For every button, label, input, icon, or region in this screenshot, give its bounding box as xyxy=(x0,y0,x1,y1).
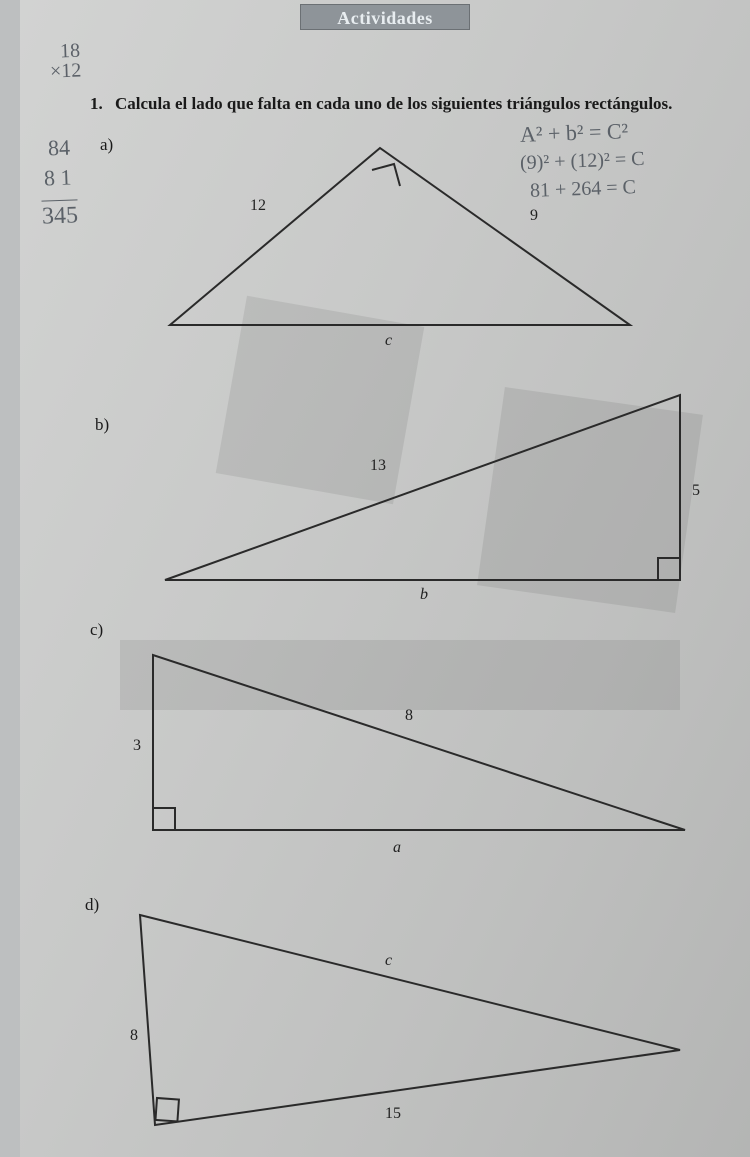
side-label: 8 xyxy=(405,707,413,724)
side-label: 15 xyxy=(385,1105,401,1122)
instruction-text: Calcula el lado que falta en cada uno de… xyxy=(115,94,672,113)
side-label: 9 xyxy=(530,207,538,224)
triangle-a: 12 9 c xyxy=(150,130,650,350)
triangle-c: 3 8 a xyxy=(125,640,705,860)
handwriting: 345 xyxy=(41,199,78,230)
side-label: 5 xyxy=(692,482,700,499)
side-label: 12 xyxy=(250,197,266,214)
item-label-c: c) xyxy=(90,620,103,640)
instruction: 1. Calcula el lado que falta en cada uno… xyxy=(90,94,750,114)
item-label-a: a) xyxy=(100,135,113,155)
handwriting: 84 xyxy=(48,135,71,162)
item-label-b: b) xyxy=(95,415,109,435)
side-label-unknown: b xyxy=(420,586,428,600)
side-label: 3 xyxy=(133,737,141,754)
instruction-number: 1. xyxy=(90,94,103,113)
side-label-unknown: a xyxy=(393,839,401,856)
triangle-b: 13 5 b xyxy=(150,375,710,600)
side-label-unknown: c xyxy=(385,332,392,349)
side-label: 8 xyxy=(130,1027,138,1044)
section-header: Actividades xyxy=(300,4,470,30)
page: Actividades 18 ×12 84 8 1 345 A² + b² = … xyxy=(20,0,750,1157)
handwriting: ×12 xyxy=(50,59,82,83)
side-label-unknown: c xyxy=(385,952,392,969)
triangle-d: 8 15 c xyxy=(85,900,705,1140)
handwriting: 8 1 xyxy=(44,165,72,192)
side-label: 13 xyxy=(370,457,386,474)
